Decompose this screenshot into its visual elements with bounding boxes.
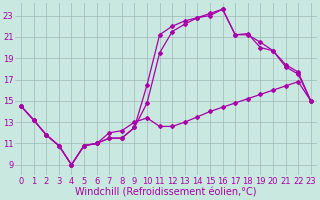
- X-axis label: Windchill (Refroidissement éolien,°C): Windchill (Refroidissement éolien,°C): [75, 187, 257, 197]
